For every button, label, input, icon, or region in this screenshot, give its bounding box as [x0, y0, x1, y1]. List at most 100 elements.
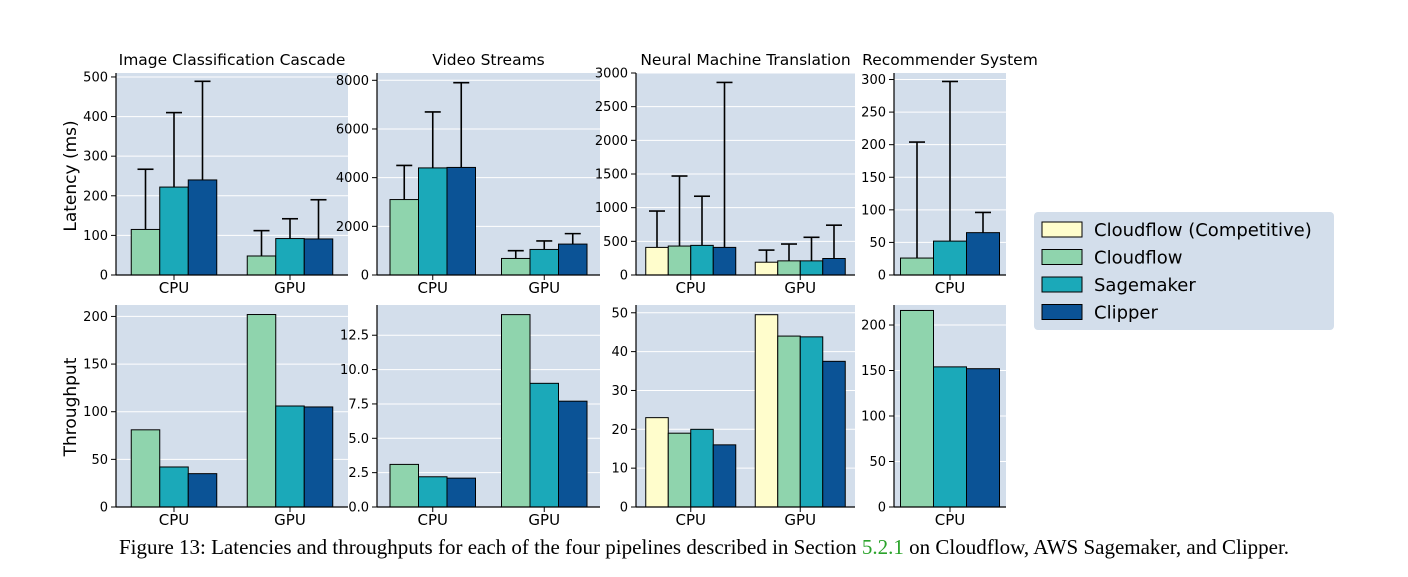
y-tick-label: 50	[91, 453, 108, 468]
bar	[645, 246, 669, 276]
y-tick-label: 20	[611, 423, 628, 438]
x-tick-label: CPU	[935, 279, 966, 297]
chart-title: Image Classification Cascade	[119, 51, 346, 69]
y-tick-label: 200	[83, 310, 108, 325]
bar	[822, 258, 846, 276]
y-tick-label: 3000	[595, 67, 628, 82]
x-tick-label: CPU	[676, 279, 707, 297]
bar	[690, 428, 714, 508]
bar	[558, 243, 588, 276]
x-tick-label: CPU	[935, 511, 966, 529]
bar	[754, 314, 779, 508]
y-tick-label: 500	[83, 70, 108, 85]
y-tick-label: 12.5	[340, 329, 369, 344]
legend: Cloudflow (Competitive) Cloudflow Sagemake…	[1034, 212, 1334, 330]
bar	[501, 257, 531, 276]
y-tick-label: 5.0	[348, 432, 369, 447]
y-tick-label: 1000	[595, 201, 628, 216]
bar	[667, 245, 692, 276]
y-tick-label: 6000	[336, 122, 369, 137]
throughput-row-label: Throughput	[61, 357, 81, 457]
y-tick-label: 150	[83, 358, 108, 373]
bar	[187, 179, 218, 276]
x-tick-label: CPU	[159, 511, 190, 529]
y-tick-label: 0	[878, 501, 886, 516]
y-tick-label: 150	[861, 171, 886, 186]
y-tick-label: 0	[361, 269, 369, 284]
icc-latency-chart: 0 100 200 300 400 500 CPU GPU Image Classificati…	[83, 51, 348, 297]
bar	[275, 405, 305, 508]
bar	[933, 240, 967, 276]
bar	[900, 309, 934, 508]
bar	[130, 429, 161, 508]
bar	[777, 260, 801, 276]
legend-label: Cloudflow	[1094, 248, 1183, 269]
y-tick-label: 0	[878, 269, 886, 284]
bar	[501, 314, 531, 508]
y-tick-label: 0	[620, 501, 628, 516]
x-tick-label: GPU	[274, 279, 306, 297]
bar	[246, 314, 277, 508]
y-tick-label: 300	[83, 150, 108, 165]
bar	[799, 260, 824, 276]
x-tick-label: GPU	[784, 279, 816, 297]
y-tick-label: 200	[83, 189, 108, 204]
bar	[159, 466, 189, 508]
vs-throughput-chart: 0.0 2.5 5.0 7.5 10.0 12.5 CPU GPU	[340, 305, 600, 529]
bar	[529, 382, 559, 508]
bar	[446, 477, 476, 508]
bar	[389, 463, 419, 508]
x-tick-label: CPU	[418, 511, 449, 529]
bar	[690, 244, 714, 276]
y-tick-label: 50	[611, 306, 628, 321]
section-link[interactable]: 5.2.1	[861, 535, 904, 559]
x-tick-label: GPU	[784, 511, 816, 529]
y-tick-label: 1500	[595, 168, 628, 183]
icc-throughput-chart: 0 50 100 150 200 CPU GPU	[83, 305, 348, 529]
bar	[529, 248, 559, 276]
latency-row-label: Latency (ms)	[61, 120, 81, 231]
y-tick-label: 200	[861, 138, 886, 153]
caption-prefix: Figure 13: Latencies and throughputs for…	[118, 535, 862, 559]
y-tick-label: 0.0	[348, 501, 369, 516]
legend-box	[1034, 212, 1334, 330]
vs-latency-chart: 0 2000 4000 6000 8000 CPU GPU Video Streams	[336, 51, 600, 297]
legend-label: Cloudflow (Competitive)	[1094, 220, 1312, 241]
y-tick-label: 100	[861, 410, 886, 425]
y-tick-label: 2000	[595, 134, 628, 149]
bar	[712, 246, 737, 276]
bar	[418, 476, 448, 508]
bar	[712, 444, 737, 508]
y-tick-label: 100	[83, 229, 108, 244]
legend-swatch	[1041, 249, 1083, 265]
bar	[418, 167, 448, 276]
x-tick-label: CPU	[159, 279, 190, 297]
bar	[777, 335, 801, 508]
chart-title: Recommender System	[862, 51, 1038, 69]
bar	[159, 186, 189, 276]
y-tick-label: 300	[861, 73, 886, 88]
y-tick-label: 40	[611, 345, 628, 360]
y-tick-label: 200	[861, 319, 886, 334]
x-tick-label: CPU	[676, 511, 707, 529]
y-tick-label: 50	[869, 455, 886, 470]
bar	[246, 255, 277, 276]
bar	[187, 473, 218, 508]
bar	[667, 432, 692, 508]
y-tick-label: 7.5	[348, 397, 369, 412]
bar	[822, 360, 846, 508]
y-tick-label: 10.0	[340, 363, 369, 378]
figure-caption: Figure 13: Latencies and throughputs for…	[0, 535, 1408, 560]
y-tick-label: 100	[861, 203, 886, 218]
bar	[389, 199, 419, 276]
nmt-latency-chart: 0 500 1000 1500 2000 2500 3000 CPU GPU Neural Mac…	[595, 51, 855, 297]
legend-label: Sagemaker	[1094, 275, 1196, 296]
bar	[966, 368, 1000, 508]
bar	[645, 417, 669, 508]
chart-title: Neural Machine Translation	[640, 51, 850, 69]
bar	[558, 400, 588, 508]
y-tick-label: 0	[100, 269, 108, 284]
bar	[799, 336, 824, 508]
y-tick-label: 30	[611, 384, 628, 399]
bar	[303, 238, 334, 276]
